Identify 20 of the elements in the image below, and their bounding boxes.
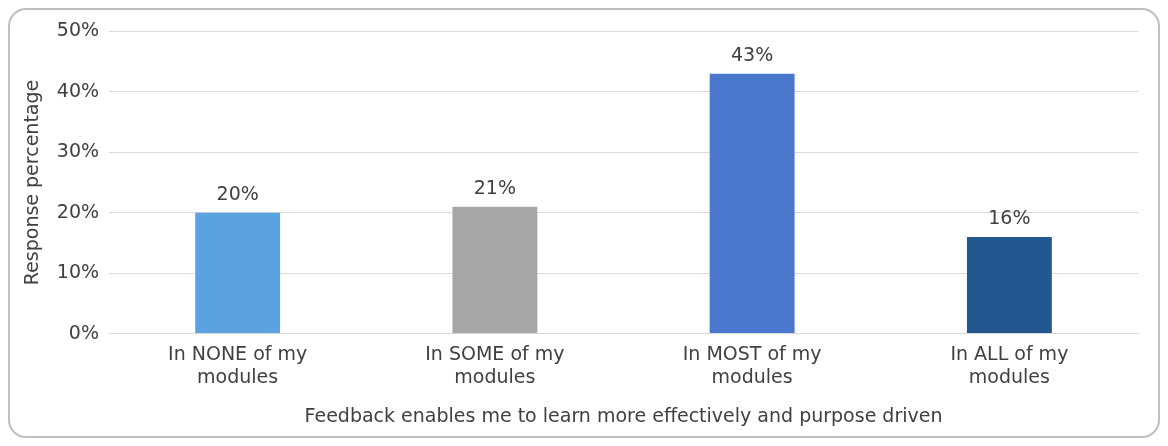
y-tick-label: 0% xyxy=(68,320,100,343)
x-tick-label: In SOME of my modules xyxy=(425,341,565,387)
bar xyxy=(709,73,795,334)
bar xyxy=(452,206,538,334)
y-axis-title: Response percentage xyxy=(20,79,43,286)
x-tick-label: In MOST of my modules xyxy=(682,341,822,387)
x-axis-title: Feedback enables me to learn more effectively and purpose driven xyxy=(304,403,943,426)
data-label: 43% xyxy=(731,43,774,66)
data-label: 21% xyxy=(473,176,517,199)
x-tick-label: In ALL of my modules xyxy=(950,341,1069,387)
y-tick-label: 20% xyxy=(56,199,100,222)
y-tick-label: 40% xyxy=(56,78,100,101)
y-tick-label: 50% xyxy=(56,18,100,41)
data-label: 20% xyxy=(216,182,259,205)
bar xyxy=(966,236,1052,334)
bar xyxy=(195,212,281,334)
y-tick-label: 30% xyxy=(56,139,100,162)
x-tick-label: In NONE of my modules xyxy=(168,341,308,387)
data-label: 16% xyxy=(988,206,1031,229)
y-tick-label: 10% xyxy=(56,260,100,283)
